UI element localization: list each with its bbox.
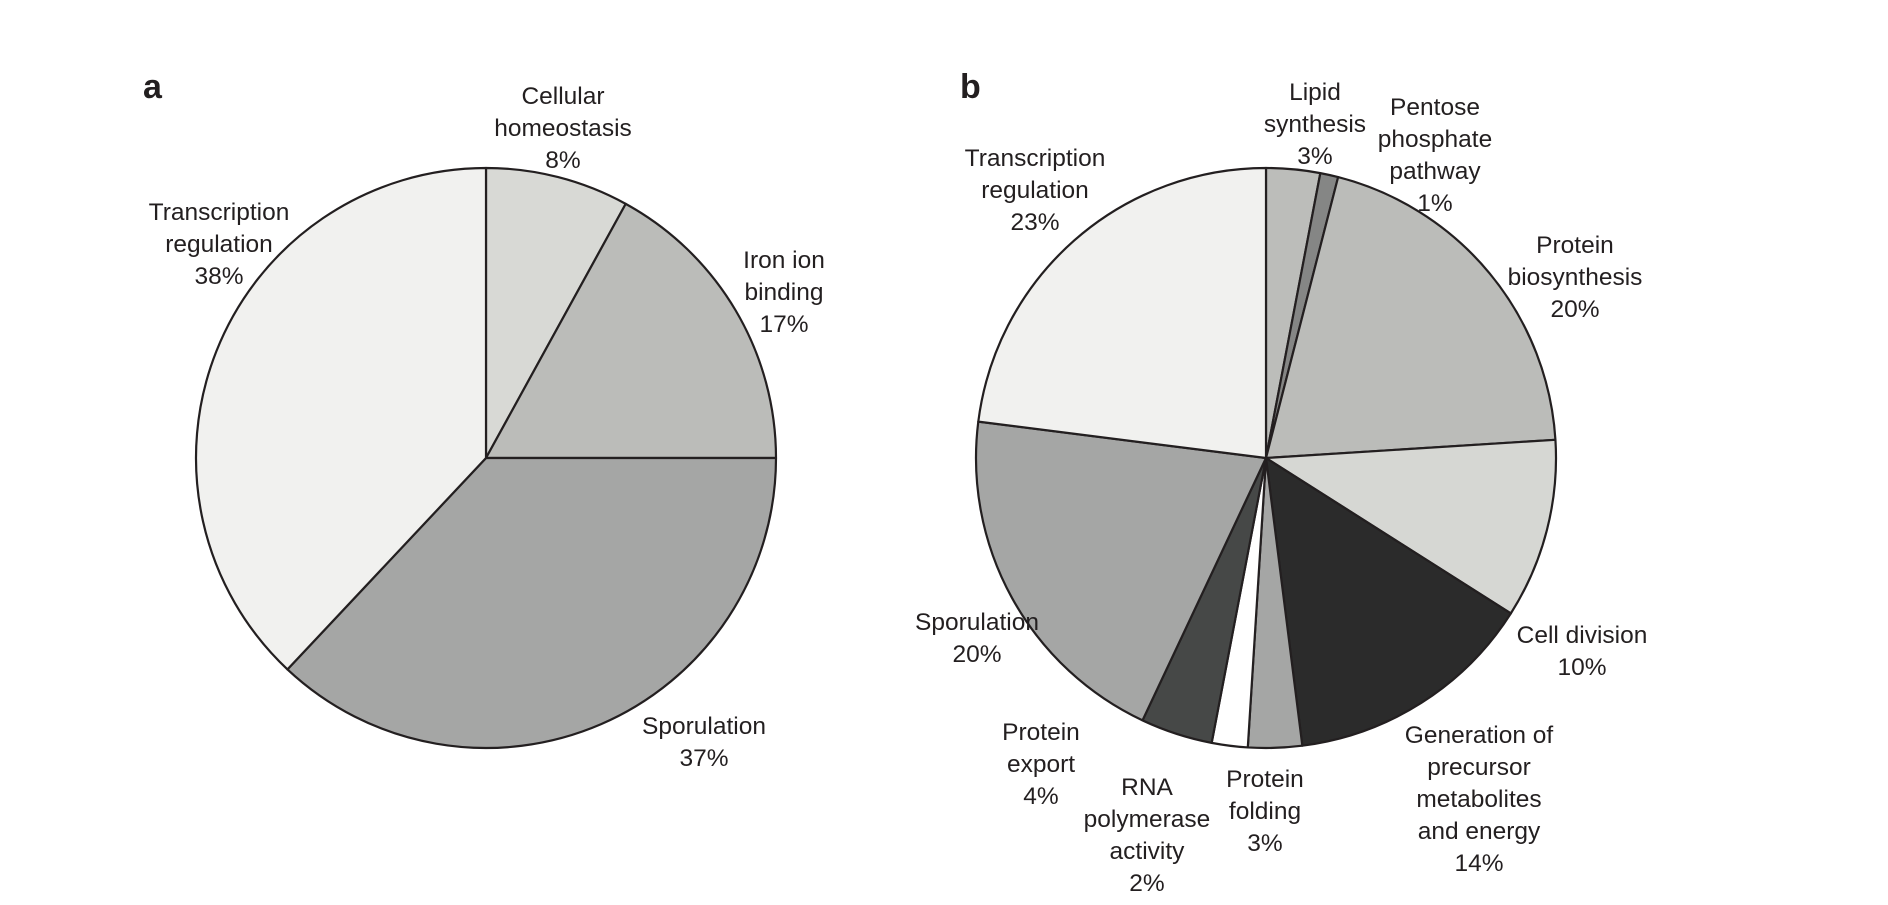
slice-label-line: regulation <box>981 177 1089 204</box>
slice-percent: 20% <box>1550 296 1599 323</box>
pie-slices <box>974 166 1558 750</box>
slice-label-line: pathway <box>1389 158 1481 185</box>
slice-label-line: RNA <box>1121 774 1173 801</box>
slice-percent: 17% <box>759 311 808 338</box>
slice-label-line: export <box>1007 751 1075 778</box>
slice-percent: 2% <box>1129 870 1164 897</box>
slice-label-pentose-phosphate-pathway: Pentose phosphate pathway 1% <box>1378 94 1492 217</box>
slice-label-line: Lipid <box>1289 79 1341 106</box>
slice-label-transcription-regulation: Transcription regulation 23% <box>965 145 1106 236</box>
slice-percent: 14% <box>1454 850 1503 877</box>
pie-slices <box>194 166 778 750</box>
slice-percent: 4% <box>1023 783 1058 810</box>
slice-label-protein-biosynthesis: Protein biosynthesis 20% <box>1508 232 1643 323</box>
slice-label-line: Sporulation <box>642 713 766 740</box>
slice-label-rna-polymerase-activity: RNA polymerase activity 2% <box>1084 774 1211 897</box>
pie-slice-transcription-regulation <box>194 166 488 671</box>
slice-label-line: homeostasis <box>494 115 632 142</box>
slice-label-protein-export: Protein export 4% <box>1002 719 1080 810</box>
slice-label-line: Transcription <box>149 199 290 226</box>
slice-label-cellular-homeostasis: Cellular homeostasis 8% <box>494 83 632 174</box>
slice-percent: 10% <box>1557 654 1606 681</box>
slice-label-generation-of-precursor-metabolites-and-energy: Generation of precursor metabolites and ene… <box>1405 722 1554 877</box>
panel-a: a Cellular homeostasis 8% Iron ion binding 17%… <box>143 68 825 772</box>
slice-label-sporulation: Sporulation 37% <box>642 713 766 772</box>
slice-label-line: Protein <box>1226 766 1304 793</box>
slice-label-line: binding <box>744 279 823 306</box>
slice-label-line: Protein <box>1536 232 1614 259</box>
slice-label-line: regulation <box>165 231 273 258</box>
slice-label-line: Pentose <box>1390 94 1480 121</box>
slice-label-line: phosphate <box>1378 126 1492 153</box>
slice-label-line: biosynthesis <box>1508 264 1643 291</box>
slice-label-line: Transcription <box>965 145 1106 172</box>
pie-slice-generation-of-precursor-metabolites-and-energy <box>1264 456 1512 747</box>
slice-label-line: Generation of <box>1405 722 1554 749</box>
slice-percent: 3% <box>1297 143 1332 170</box>
slice-label-lipid-synthesis: Lipid synthesis 3% <box>1264 79 1366 170</box>
slice-percent: 23% <box>1010 209 1059 236</box>
slice-label-line: Iron ion <box>743 247 825 274</box>
slice-label-transcription-regulation: Transcription regulation 38% <box>149 199 290 290</box>
slice-label-line: activity <box>1110 838 1186 865</box>
slice-label-line: metabolites <box>1416 786 1541 813</box>
slice-label-line: Protein <box>1002 719 1080 746</box>
slice-percent: 37% <box>679 745 728 772</box>
slice-percent: 1% <box>1417 190 1452 217</box>
slice-label-line: and energy <box>1418 818 1541 845</box>
panel-letter-b: b <box>960 68 981 106</box>
slice-label-line: Cellular <box>521 83 604 110</box>
slice-label-sporulation: Sporulation 20% <box>915 609 1039 668</box>
slice-percent: 3% <box>1247 830 1282 857</box>
slice-label-line: folding <box>1229 798 1301 825</box>
pie-slice-protein-biosynthesis <box>1264 176 1557 460</box>
pie-slice-sporulation <box>286 456 778 750</box>
slice-percent: 8% <box>545 147 580 174</box>
pie-slice-sporulation <box>974 420 1268 722</box>
pie-slice-transcription-regulation <box>977 166 1268 460</box>
pie-slice-cell-division <box>1264 438 1558 615</box>
slice-label-line: polymerase <box>1084 806 1211 833</box>
slice-label-protein-folding: Protein folding 3% <box>1226 766 1304 857</box>
panel-b: b Lipid synthesis 3% Pentose phosphate pathway… <box>915 68 1647 897</box>
pie-slice-iron-ion-binding <box>484 202 778 460</box>
slice-label-line: synthesis <box>1264 111 1366 138</box>
slice-label-cell-division: Cell division 10% <box>1517 622 1648 681</box>
slice-label-line: precursor <box>1427 754 1530 781</box>
slice-percent: 20% <box>952 641 1001 668</box>
slice-label-line: Sporulation <box>915 609 1039 636</box>
slice-label-iron-ion-binding: Iron ion binding 17% <box>743 247 825 338</box>
pie-slice-cellular-homeostasis <box>484 166 627 460</box>
slice-percent: 38% <box>194 263 243 290</box>
panel-letter-a: a <box>143 68 163 106</box>
slice-label-line: Cell division <box>1517 622 1648 649</box>
